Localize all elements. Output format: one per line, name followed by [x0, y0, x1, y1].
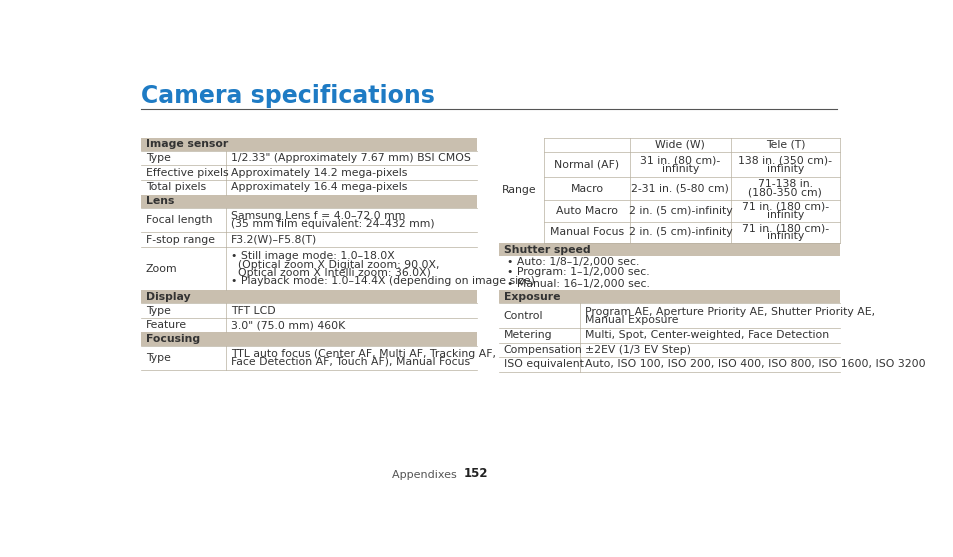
- Bar: [141, 290, 476, 303]
- Text: Manual Focus: Manual Focus: [549, 227, 623, 237]
- Text: F-stop range: F-stop range: [146, 234, 214, 245]
- Text: TFT LCD: TFT LCD: [231, 306, 275, 316]
- Text: Type: Type: [146, 353, 171, 363]
- Text: Manual Exposure: Manual Exposure: [584, 315, 678, 325]
- Bar: [141, 194, 476, 208]
- Text: 2 in. (5 cm)-infinity: 2 in. (5 cm)-infinity: [628, 206, 731, 216]
- Text: Feature: Feature: [146, 320, 187, 330]
- Text: infinity: infinity: [661, 164, 699, 174]
- Text: Face Detection AF, Touch AF), Manual Focus: Face Detection AF, Touch AF), Manual Foc…: [231, 357, 470, 367]
- Text: 2-31 in. (5-80 cm): 2-31 in. (5-80 cm): [631, 183, 728, 193]
- Text: infinity: infinity: [766, 164, 803, 174]
- Text: Program AE, Aperture Priority AE, Shutter Priority AE,: Program AE, Aperture Priority AE, Shutte…: [584, 306, 874, 316]
- Text: 71 in. (180 cm)-: 71 in. (180 cm)-: [741, 223, 828, 233]
- Text: Lens: Lens: [146, 196, 173, 206]
- Text: Appendixes: Appendixes: [391, 470, 463, 480]
- Text: Display: Display: [146, 292, 190, 302]
- Text: infinity: infinity: [766, 231, 803, 241]
- Text: Camera specifications: Camera specifications: [141, 84, 435, 108]
- Text: Total pixels: Total pixels: [146, 182, 206, 192]
- Text: Macro: Macro: [570, 183, 603, 193]
- Text: F3.2(W)–F5.8(T): F3.2(W)–F5.8(T): [231, 234, 316, 245]
- Text: • Program: 1–1/2,000 sec.: • Program: 1–1/2,000 sec.: [506, 267, 649, 277]
- Text: 138 in. (350 cm)-: 138 in. (350 cm)-: [738, 155, 831, 165]
- Text: Exposure: Exposure: [503, 292, 559, 302]
- Text: 2 in. (5 cm)-infinity: 2 in. (5 cm)-infinity: [628, 227, 731, 237]
- Text: Optical zoom X Intelli zoom: 36.0X): Optical zoom X Intelli zoom: 36.0X): [231, 267, 430, 277]
- Text: Focusing: Focusing: [146, 334, 199, 344]
- Bar: [141, 333, 476, 345]
- Text: Wide (W): Wide (W): [655, 140, 704, 150]
- Text: Metering: Metering: [503, 330, 552, 340]
- Text: 71 in. (180 cm)-: 71 in. (180 cm)-: [741, 202, 828, 212]
- Text: Image sensor: Image sensor: [146, 139, 228, 149]
- Text: 3.0" (75.0 mm) 460K: 3.0" (75.0 mm) 460K: [231, 320, 345, 330]
- Text: Approximately 14.2 mega-pixels: Approximately 14.2 mega-pixels: [231, 168, 407, 178]
- Text: • Still image mode: 1.0–18.0X: • Still image mode: 1.0–18.0X: [231, 251, 395, 261]
- Text: (Optical zoom X Digital zoom: 90.0X,: (Optical zoom X Digital zoom: 90.0X,: [231, 260, 439, 270]
- Text: Focal length: Focal length: [146, 215, 212, 225]
- Bar: [498, 243, 840, 256]
- Text: • Playback mode: 1.0–14.4X (depending on image size): • Playback mode: 1.0–14.4X (depending on…: [231, 276, 535, 286]
- Bar: [498, 290, 840, 303]
- Text: Compensation: Compensation: [503, 345, 581, 355]
- Text: 152: 152: [463, 467, 487, 480]
- Text: Approximately 16.4 mega-pixels: Approximately 16.4 mega-pixels: [231, 182, 407, 192]
- Text: ISO equivalent: ISO equivalent: [503, 359, 583, 369]
- Text: • Manual: 16–1/2,000 sec.: • Manual: 16–1/2,000 sec.: [506, 279, 649, 289]
- Bar: [141, 138, 476, 151]
- Text: Effective pixels: Effective pixels: [146, 168, 228, 178]
- Text: 31 in. (80 cm)-: 31 in. (80 cm)-: [639, 155, 720, 165]
- Text: Samsung Lens f = 4.0–72.0 mm: Samsung Lens f = 4.0–72.0 mm: [231, 211, 405, 221]
- Text: Auto, ISO 100, ISO 200, ISO 400, ISO 800, ISO 1600, ISO 3200: Auto, ISO 100, ISO 200, ISO 400, ISO 800…: [584, 359, 924, 369]
- Text: Type: Type: [146, 153, 171, 163]
- Text: • Auto: 1/8–1/2,000 sec.: • Auto: 1/8–1/2,000 sec.: [506, 257, 639, 267]
- Text: 1/2.33" (Approximately 7.67 mm) BSI CMOS: 1/2.33" (Approximately 7.67 mm) BSI CMOS: [231, 153, 470, 163]
- Text: Multi, Spot, Center-weighted, Face Detection: Multi, Spot, Center-weighted, Face Detec…: [584, 330, 828, 340]
- Text: Range: Range: [501, 185, 537, 196]
- Text: ±2EV (1/3 EV Step): ±2EV (1/3 EV Step): [584, 345, 690, 355]
- Text: Zoom: Zoom: [146, 263, 177, 273]
- Text: Control: Control: [503, 311, 542, 320]
- Text: infinity: infinity: [766, 210, 803, 220]
- Text: 71-138 in.: 71-138 in.: [757, 179, 812, 189]
- Text: Tele (T): Tele (T): [765, 140, 804, 150]
- Text: Type: Type: [146, 306, 171, 316]
- Text: Normal (AF): Normal (AF): [554, 160, 618, 170]
- Text: Auto Macro: Auto Macro: [556, 206, 618, 216]
- Text: (180-350 cm): (180-350 cm): [748, 188, 821, 198]
- Text: (35 mm film equivalent: 24–432 mm): (35 mm film equivalent: 24–432 mm): [231, 219, 434, 229]
- Text: Shutter speed: Shutter speed: [503, 245, 590, 255]
- Text: TTL auto focus (Center AF, Multi AF, Tracking AF,: TTL auto focus (Center AF, Multi AF, Tra…: [231, 349, 496, 359]
